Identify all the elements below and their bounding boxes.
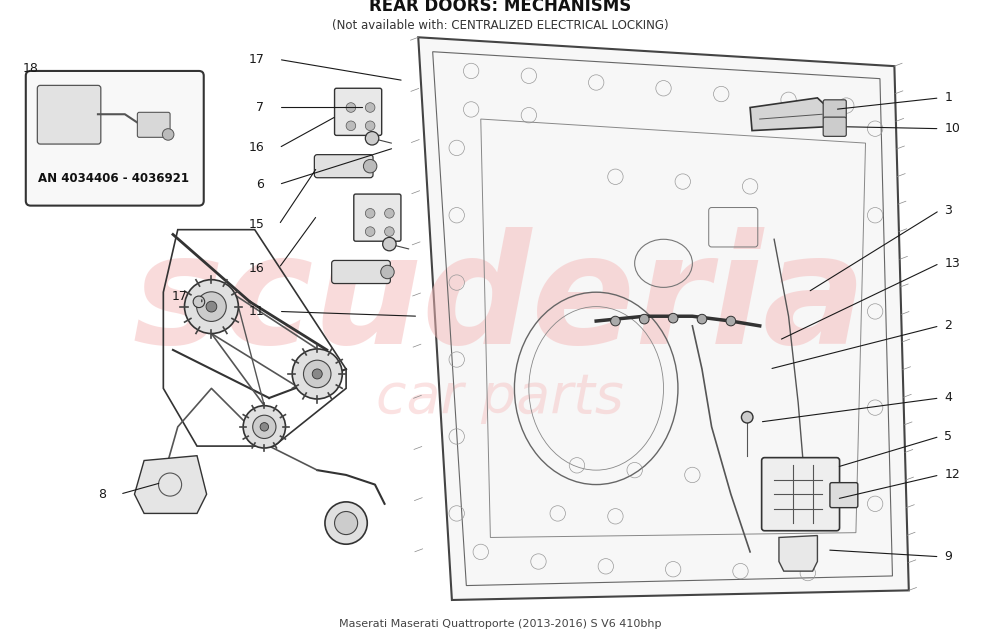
Circle shape [303, 360, 331, 387]
FancyBboxPatch shape [314, 154, 373, 178]
Text: 16: 16 [249, 141, 264, 154]
Circle shape [335, 512, 358, 535]
Circle shape [162, 129, 174, 140]
Circle shape [383, 238, 396, 251]
Text: 5: 5 [944, 430, 952, 443]
Circle shape [363, 159, 377, 173]
Polygon shape [418, 37, 909, 600]
Text: 17: 17 [172, 290, 187, 304]
Text: 15: 15 [248, 219, 264, 231]
Text: Maserati Maserati Quattroporte (2013-2016) S V6 410bhp: Maserati Maserati Quattroporte (2013-201… [339, 619, 661, 629]
Text: 7: 7 [256, 101, 264, 114]
Text: 2: 2 [944, 319, 952, 333]
Text: 10: 10 [944, 122, 960, 135]
Circle shape [243, 406, 285, 448]
Circle shape [193, 296, 205, 307]
Text: 1: 1 [944, 91, 952, 105]
Text: 12: 12 [944, 469, 960, 481]
Circle shape [365, 209, 375, 218]
Circle shape [346, 103, 356, 112]
Circle shape [365, 132, 379, 145]
Text: scuderia: scuderia [133, 227, 867, 376]
Circle shape [253, 415, 276, 438]
Text: AN 4034406 - 4036921: AN 4034406 - 4036921 [38, 171, 189, 185]
Polygon shape [134, 455, 207, 513]
Text: 17: 17 [248, 53, 264, 66]
Circle shape [385, 227, 394, 236]
Text: 8: 8 [98, 488, 106, 501]
Text: 16: 16 [249, 261, 264, 275]
Circle shape [346, 121, 356, 130]
FancyBboxPatch shape [335, 88, 382, 135]
Circle shape [381, 265, 394, 278]
Text: 4: 4 [944, 391, 952, 404]
FancyBboxPatch shape [830, 483, 858, 508]
Text: 9: 9 [944, 550, 952, 563]
FancyBboxPatch shape [354, 194, 401, 241]
Text: 18: 18 [22, 62, 38, 74]
Circle shape [292, 349, 342, 399]
Circle shape [668, 313, 678, 323]
Circle shape [325, 502, 367, 544]
FancyBboxPatch shape [332, 260, 390, 284]
Circle shape [365, 103, 375, 112]
Circle shape [197, 292, 226, 321]
Circle shape [365, 227, 375, 236]
Text: 11: 11 [249, 305, 264, 318]
Circle shape [697, 314, 707, 324]
Text: (Not available with: CENTRALIZED ELECTRICAL LOCKING): (Not available with: CENTRALIZED ELECTRI… [332, 20, 668, 32]
Polygon shape [779, 536, 817, 571]
Circle shape [385, 209, 394, 218]
Text: REAR DOORS: MECHANISMS: REAR DOORS: MECHANISMS [369, 0, 631, 14]
Text: car parts: car parts [376, 372, 624, 425]
Circle shape [741, 411, 753, 423]
Text: 13: 13 [944, 257, 960, 270]
Circle shape [726, 316, 736, 326]
FancyBboxPatch shape [823, 100, 846, 119]
FancyBboxPatch shape [37, 86, 101, 144]
Circle shape [206, 301, 217, 312]
Circle shape [639, 314, 649, 324]
Circle shape [185, 280, 238, 333]
Circle shape [365, 121, 375, 130]
Text: 3: 3 [944, 204, 952, 217]
Circle shape [611, 316, 620, 326]
FancyBboxPatch shape [762, 457, 840, 530]
FancyBboxPatch shape [26, 71, 204, 205]
Circle shape [260, 423, 269, 431]
Circle shape [312, 369, 322, 379]
Text: 6: 6 [256, 178, 264, 191]
Polygon shape [750, 98, 832, 130]
FancyBboxPatch shape [823, 117, 846, 136]
FancyBboxPatch shape [137, 112, 170, 137]
